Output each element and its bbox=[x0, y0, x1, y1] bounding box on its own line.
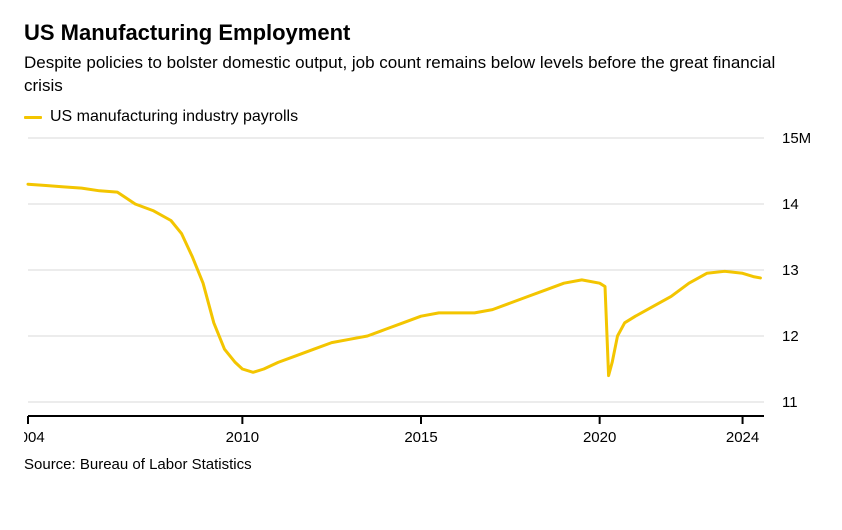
chart-source: Source: Bureau of Labor Statistics bbox=[24, 456, 818, 473]
y-axis-label: 14 bbox=[782, 196, 799, 213]
y-axis-label: 11 bbox=[782, 394, 798, 411]
legend-label: US manufacturing industry payrolls bbox=[50, 108, 298, 126]
x-axis-label: 2004 bbox=[24, 429, 45, 442]
legend-swatch bbox=[24, 116, 42, 119]
x-axis-label: 2010 bbox=[226, 429, 259, 442]
x-axis-label: 2015 bbox=[404, 429, 437, 442]
x-axis-label: 2020 bbox=[583, 429, 616, 442]
x-axis-label: 2024 bbox=[726, 429, 759, 442]
chart-container: { "title": "US Manufacturing Employment"… bbox=[0, 0, 842, 530]
series-line bbox=[28, 184, 760, 375]
y-axis-label: 15M bbox=[782, 132, 811, 147]
chart-legend: US manufacturing industry payrolls bbox=[24, 108, 818, 126]
y-axis-label: 13 bbox=[782, 262, 799, 279]
line-chart: 15M 14 13 12 11 2004 2010 2015 2020 2024 bbox=[24, 132, 818, 442]
y-axis-label: 12 bbox=[782, 328, 799, 345]
chart-subtitle: Despite policies to bolster domestic out… bbox=[24, 52, 784, 98]
chart-title: US Manufacturing Employment bbox=[24, 20, 818, 46]
